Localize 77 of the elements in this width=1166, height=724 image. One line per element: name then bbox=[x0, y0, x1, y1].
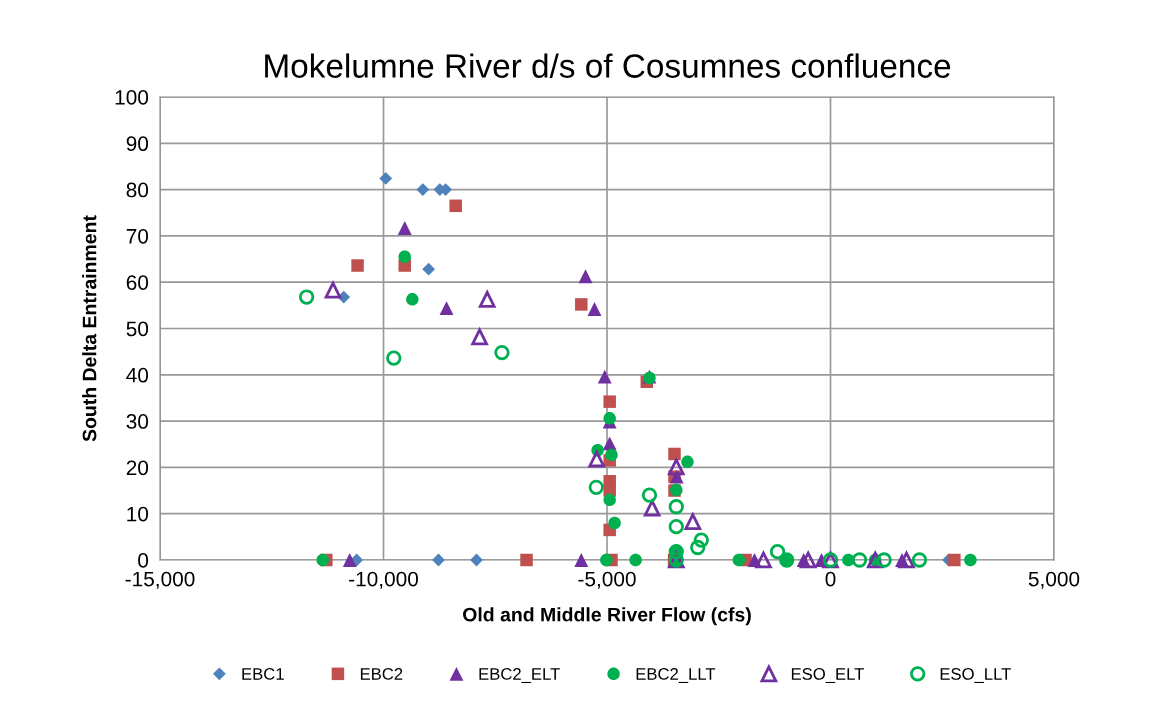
point bbox=[732, 553, 746, 567]
y-tick-label: 20 bbox=[126, 460, 149, 476]
point bbox=[342, 553, 357, 567]
y-tick-label: 90 bbox=[126, 136, 149, 152]
point bbox=[588, 479, 604, 495]
point bbox=[316, 553, 329, 567]
y-tick-label: 60 bbox=[126, 275, 149, 290]
legend-label: EBC1 bbox=[242, 668, 284, 680]
x-tick-label: -10,000 bbox=[349, 571, 419, 589]
point bbox=[668, 447, 681, 461]
point bbox=[422, 262, 436, 276]
point bbox=[755, 551, 772, 569]
legend-label: EBC2_ELT bbox=[479, 668, 560, 683]
y-tick-label: 50 bbox=[126, 321, 149, 337]
point bbox=[684, 513, 702, 530]
point bbox=[799, 551, 817, 569]
point bbox=[379, 172, 393, 185]
point bbox=[876, 552, 892, 568]
point bbox=[603, 395, 616, 408]
y-axis-title: South Delta Entrainment bbox=[82, 215, 97, 442]
legend-label: EBC2 bbox=[360, 668, 403, 680]
x-tick-label: -15,000 bbox=[125, 571, 195, 589]
point bbox=[574, 553, 589, 567]
point bbox=[629, 553, 642, 567]
point bbox=[324, 281, 342, 299]
point bbox=[769, 544, 786, 560]
point bbox=[851, 552, 868, 568]
point bbox=[911, 552, 928, 568]
point bbox=[397, 221, 412, 235]
point bbox=[898, 551, 915, 569]
point bbox=[964, 553, 977, 567]
x-axis-title: Old and Middle River Flow (cfs) bbox=[463, 607, 751, 626]
x-tick-label: 0 bbox=[825, 571, 836, 587]
legend-label: EBC2_LLT bbox=[636, 668, 716, 683]
point bbox=[597, 369, 612, 384]
legend-label: ESO_ELT bbox=[791, 668, 864, 683]
point bbox=[587, 302, 602, 316]
point bbox=[693, 532, 709, 548]
point bbox=[690, 539, 706, 556]
y-tick-label: 70 bbox=[126, 228, 149, 244]
point bbox=[605, 448, 618, 462]
point bbox=[406, 293, 419, 306]
y-tick-label: 0 bbox=[138, 553, 149, 568]
point bbox=[578, 269, 593, 284]
point bbox=[588, 450, 606, 468]
point bbox=[520, 553, 533, 567]
y-tick-label: 100 bbox=[115, 90, 149, 105]
point bbox=[439, 301, 454, 316]
y-tick-label: 30 bbox=[126, 414, 149, 429]
y-tick-label: 80 bbox=[126, 182, 149, 198]
point bbox=[471, 328, 488, 346]
y-tick-label: 10 bbox=[127, 506, 149, 522]
legend-label: ESO_LLT bbox=[940, 668, 1011, 683]
point bbox=[494, 344, 510, 361]
y-tick-label: 40 bbox=[126, 367, 149, 383]
point bbox=[641, 487, 658, 503]
point bbox=[600, 553, 613, 567]
point bbox=[681, 455, 694, 469]
point bbox=[449, 199, 462, 213]
point bbox=[643, 499, 661, 517]
point bbox=[386, 350, 402, 366]
point bbox=[351, 259, 364, 272]
point bbox=[603, 412, 616, 425]
point bbox=[416, 183, 430, 196]
point bbox=[667, 458, 685, 476]
point bbox=[608, 516, 621, 530]
chart-title: Mokelumne River d/s of Cosumnes confluence bbox=[265, 53, 951, 78]
point bbox=[948, 553, 961, 567]
x-tick-label: 5,000 bbox=[1028, 571, 1080, 589]
x-tick-label: -5,000 bbox=[578, 571, 636, 589]
point bbox=[668, 519, 684, 535]
point bbox=[603, 493, 616, 507]
point bbox=[398, 250, 411, 263]
point bbox=[668, 499, 684, 515]
point bbox=[478, 291, 496, 308]
point bbox=[298, 289, 315, 305]
point bbox=[575, 298, 588, 311]
